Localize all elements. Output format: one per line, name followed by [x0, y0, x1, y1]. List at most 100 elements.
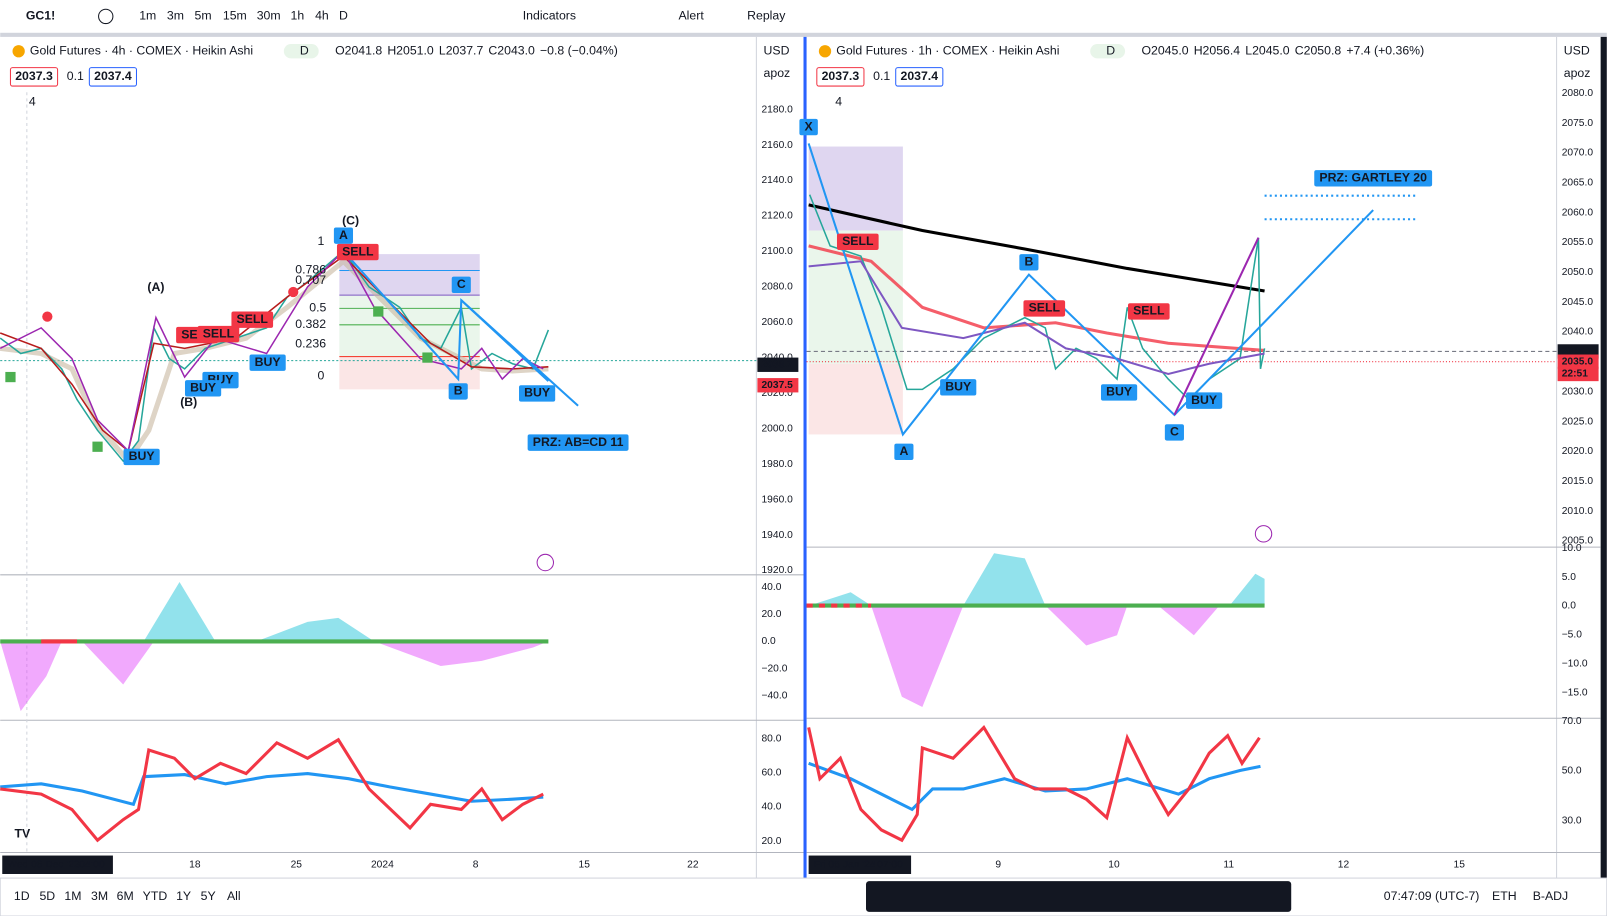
ohlc-low: L2037.7 [439, 43, 484, 57]
oscillator-tick-label: 20.0 [761, 609, 781, 620]
price-tick-label: 2020.0 [761, 388, 793, 399]
crosshair-date: Fri 05 Jan '24 [814, 859, 876, 870]
crosshair-date-bg [2, 855, 113, 874]
symbol[interactable]: GC1! [26, 9, 55, 23]
alert-button[interactable]: Alert [678, 9, 704, 23]
range-button[interactable]: All [227, 889, 241, 903]
price-tick-label: 2060.0 [1562, 207, 1594, 218]
oscillator-tick-label: −40.0 [761, 690, 787, 701]
price-tick-label: 2080.0 [1562, 88, 1594, 99]
side-edge [1600, 36, 1607, 880]
scale-mode[interactable]: apoz [1564, 66, 1591, 80]
price-tick-label: 2050.0 [1562, 267, 1594, 278]
rsi-tick-label: 40.0 [761, 802, 781, 813]
interval-button[interactable]: 1m [139, 9, 156, 23]
range-button[interactable]: 1M [64, 889, 81, 903]
drawing-toolbar [866, 881, 1292, 912]
price-tick-label: 2040.0 [1562, 327, 1594, 338]
time-tick-label: 12 [1338, 859, 1350, 870]
price-tick-label: 2100.0 [761, 246, 793, 257]
oscillator-tick-label: −15.0 [1562, 687, 1588, 698]
interval-button[interactable]: 15m [223, 9, 247, 23]
pattern-label-bg [527, 434, 629, 451]
time-tick-label: 15 [1454, 859, 1466, 870]
interval-button[interactable]: 30m [257, 9, 281, 23]
price-tick-label: 2065.0 [1562, 177, 1594, 188]
bid-price[interactable]: 2037.3 [822, 69, 860, 83]
scale-mode[interactable]: apoz [764, 66, 791, 80]
time-tick-label: 25 [291, 859, 303, 870]
sell-signal: SELL [1029, 301, 1061, 315]
indicator-count[interactable]: 4 [835, 95, 842, 109]
range-button[interactable]: 5D [39, 889, 55, 903]
price-tag-bg [1557, 366, 1599, 382]
price-tick-label: 2075.0 [1562, 118, 1594, 129]
pattern-label-bg [894, 443, 914, 461]
ask-price[interactable]: 2037.4 [94, 69, 132, 83]
bid-border [9, 67, 59, 87]
time-tick-label: 8 [473, 859, 479, 870]
range-button[interactable]: 3M [91, 889, 108, 903]
interval-button[interactable]: 4h [315, 9, 329, 23]
price-tick-label: 2160.0 [761, 140, 793, 151]
interval-button[interactable]: D [339, 9, 348, 23]
ohlc-close: C2050.8 [1295, 43, 1342, 57]
range-button[interactable]: 6M [117, 889, 134, 903]
pattern-label: C [1170, 425, 1179, 439]
pattern-label-bg [1019, 254, 1039, 271]
replay-button[interactable]: Replay [747, 9, 786, 23]
pattern-label: BUY [190, 381, 216, 395]
indicators-button[interactable]: Indicators [523, 9, 576, 23]
range-button[interactable]: 5Y [201, 889, 216, 903]
price-tick-label: 2180.0 [761, 104, 793, 115]
symbol-logo [12, 45, 25, 58]
price-tick-label: 2010.0 [1562, 506, 1594, 517]
bid-price[interactable]: 2037.3 [15, 69, 53, 83]
svg-text:TV: TV [15, 826, 32, 840]
oscillator-tick-label: 0.0 [1562, 601, 1577, 612]
price-tick-label: 1960.0 [761, 494, 793, 505]
interval-button[interactable]: 1h [291, 9, 305, 23]
currency[interactable]: USD [1564, 43, 1590, 57]
pattern-label-bg [123, 448, 160, 466]
left-drawings: TV [0, 92, 757, 853]
oscillator-tick-label: −10.0 [1562, 658, 1588, 669]
ask-price[interactable]: 2037.4 [900, 69, 938, 83]
range-button[interactable]: 1Y [176, 889, 191, 903]
status-badge: D [300, 43, 309, 57]
rsi-tick-label: 50.0 [1562, 766, 1582, 777]
pattern-label: C [457, 277, 466, 291]
sell-signal: SELL [203, 326, 235, 340]
ask-border [895, 67, 944, 87]
range-button[interactable]: 1D [14, 889, 30, 903]
interval-button[interactable]: 3m [167, 9, 184, 23]
fib-level: 0.707 [295, 273, 326, 287]
adjust-button[interactable]: B-ADJ [1533, 889, 1568, 903]
price-tag: 2036.7 [1562, 346, 1594, 357]
pattern-label: B [1024, 255, 1033, 269]
range-button[interactable]: YTD [143, 889, 168, 903]
pattern-label: A [899, 444, 908, 458]
rsi-tick-label: 80.0 [761, 733, 781, 744]
indicator-count[interactable]: 4 [29, 95, 36, 109]
pattern-label-bg [249, 354, 286, 371]
add-symbol[interactable] [98, 8, 114, 25]
fib-level: 0.236 [295, 337, 326, 351]
interval-button[interactable]: 5m [195, 9, 212, 23]
pattern-label-bg [519, 385, 556, 402]
toolbar-divider [0, 32, 1607, 37]
price-tick-label: 2070.0 [1562, 148, 1594, 159]
session-button[interactable]: ETH [1492, 889, 1517, 903]
pattern-label: BUY [129, 449, 155, 463]
bid-border [816, 67, 865, 87]
fib-level: 0.382 [295, 317, 326, 331]
sell-signal: SELL [342, 244, 374, 258]
price-tick-label: 2020.0 [1562, 446, 1594, 457]
currency[interactable]: USD [764, 43, 790, 57]
pattern-label: BUY [524, 386, 550, 400]
price-tick-label: 2120.0 [761, 211, 793, 222]
price-tag: 2035.0 [1562, 356, 1594, 367]
oscillator-tick-label: 40.0 [761, 582, 781, 593]
crosshair-date: Wed 06 Dec '23 [7, 859, 80, 870]
symbol-logo [818, 45, 832, 58]
